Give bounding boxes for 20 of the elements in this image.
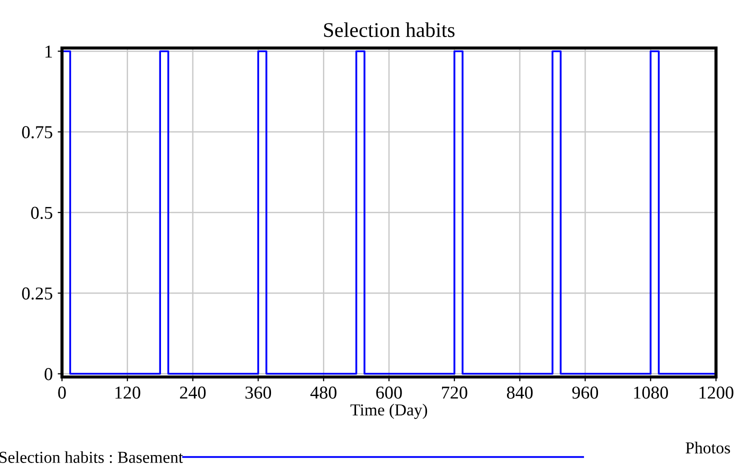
x-tick-label: 960 (572, 386, 598, 399)
y-tick-label: 0 (44, 368, 52, 380)
x-tick-label: 240 (180, 386, 206, 399)
y-tick-label: 0.25 (22, 287, 52, 300)
x-tick-label: 1200 (700, 386, 734, 399)
x-tick-label: 720 (442, 386, 468, 399)
x-tick-label: 120 (115, 386, 140, 399)
x-tick-label: 840 (506, 386, 533, 399)
x-tick-label: 600 (376, 386, 402, 399)
text: Photos (686, 442, 730, 454)
chart-title: Selection habits (324, 22, 454, 38)
x-tick-label: 480 (310, 386, 336, 399)
y-tick-label: 0.5 (31, 206, 52, 220)
x-tick-label: 360 (246, 386, 272, 399)
y-tick-label: 0.75 (22, 126, 52, 138)
x-axis-title: Time (Day) (350, 404, 428, 419)
text: Selection habits : Basement (0, 451, 183, 464)
x-tick-label: 0 (58, 386, 66, 399)
x-tick-label: 1080 (634, 386, 668, 399)
y-tick-label: 1 (46, 46, 52, 58)
